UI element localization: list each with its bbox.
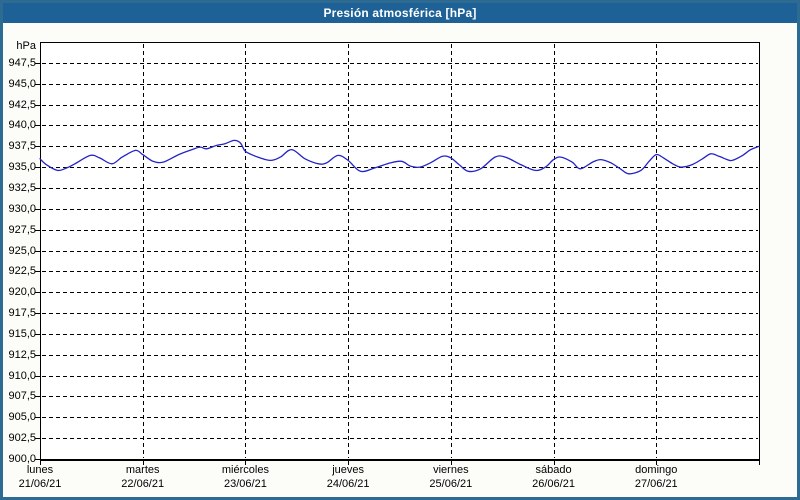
pressure-series-line	[39, 139, 760, 175]
window-titlebar: Presión atmosférica [hPa]	[3, 3, 797, 23]
window-title: Presión atmosférica [hPa]	[323, 6, 477, 20]
y-axis-unit-label: hPa	[16, 40, 36, 52]
pressure-line-chart	[35, 42, 760, 465]
